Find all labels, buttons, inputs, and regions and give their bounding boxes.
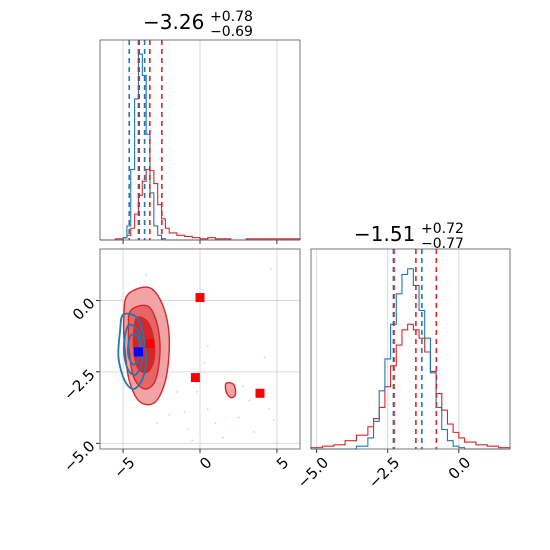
joint-scatter-point-3 xyxy=(272,419,275,422)
joint-scatter-point-15 xyxy=(263,356,266,359)
joint-blue-marker-0 xyxy=(133,347,143,357)
joint-scatter-point-0 xyxy=(242,385,244,388)
hist2-frame xyxy=(310,248,511,450)
hist2-xtick-label-0: −5.0 xyxy=(294,453,332,491)
joint-ytick-label-0: −5.0 xyxy=(60,437,98,475)
joint-red-marker-1 xyxy=(145,339,155,349)
joint-scatter-point-17 xyxy=(156,422,158,425)
hist2-xtick-label-1: −2.5 xyxy=(365,453,403,491)
joint-red-marker-2 xyxy=(190,373,200,383)
joint-scatter-point-16 xyxy=(145,273,148,276)
joint-scatter-point-14 xyxy=(168,413,171,416)
joint-scatter-point-8 xyxy=(214,422,217,425)
joint-xtick-label-2: 5 xyxy=(273,453,292,472)
joint-blue-contour-mid xyxy=(122,323,144,376)
joint-blue-contour-inner xyxy=(127,333,141,366)
histogram-panel-2: −5.0 −2.5 0.0 xyxy=(294,248,511,492)
hist2-blue-series xyxy=(311,268,510,450)
joint-panel: −5 0 5 −5.0 −2.5 0.0 xyxy=(60,248,301,482)
joint-scatter-point-12 xyxy=(206,345,209,348)
joint-scatter-point-19 xyxy=(191,439,194,442)
hist1-red-series xyxy=(100,168,301,241)
joint-red-contour-island xyxy=(224,382,237,399)
title-param-1: −3.26 xyxy=(143,10,204,34)
joint-scatter-point-4 xyxy=(252,430,255,433)
joint-scatter-point-5 xyxy=(276,442,278,445)
joint-scatter-point-10 xyxy=(186,428,189,430)
joint-xtick-label-1: 0 xyxy=(196,453,215,472)
joint-scatter-point-1 xyxy=(248,399,251,402)
joint-red-marker-3 xyxy=(255,388,265,398)
joint-scatter-point-6 xyxy=(196,390,198,393)
joint-scatter-point-20 xyxy=(269,268,272,270)
titles: −3.26 +0.78 −0.69 −1.51 +0.72 −0.77 xyxy=(143,9,464,252)
title-param-1-plus: +0.78 xyxy=(210,9,253,25)
joint-frame xyxy=(99,248,301,450)
joint-scatter-point-9 xyxy=(183,410,186,413)
joint-ytick-label-1: −2.5 xyxy=(60,366,98,404)
joint-scatter-point-21 xyxy=(237,416,240,419)
joint-red-marker-0 xyxy=(195,293,205,303)
hist1-frame xyxy=(99,39,301,241)
joint-ytick-label-2: 0.0 xyxy=(69,294,99,324)
title-param-2: −1.51 xyxy=(354,222,415,246)
joint-scatter-point-7 xyxy=(206,408,209,410)
histogram-panel-1 xyxy=(99,39,301,244)
hist2-red-series xyxy=(310,323,511,449)
joint-scatter-point-13 xyxy=(176,390,178,393)
title-param-2-minus: −0.77 xyxy=(421,236,464,252)
joint-scatter-point-18 xyxy=(222,436,224,439)
joint-scatter-point-11 xyxy=(203,362,206,365)
joint-blue-contour-outer xyxy=(117,312,148,390)
title-param-1-minus: −0.69 xyxy=(210,24,253,40)
joint-xtick-label-0: −5 xyxy=(110,453,138,481)
joint-scatter-point-2 xyxy=(268,408,271,410)
hist2-xtick-label-2: 0.0 xyxy=(445,453,475,483)
title-param-2-plus: +0.72 xyxy=(421,221,464,237)
